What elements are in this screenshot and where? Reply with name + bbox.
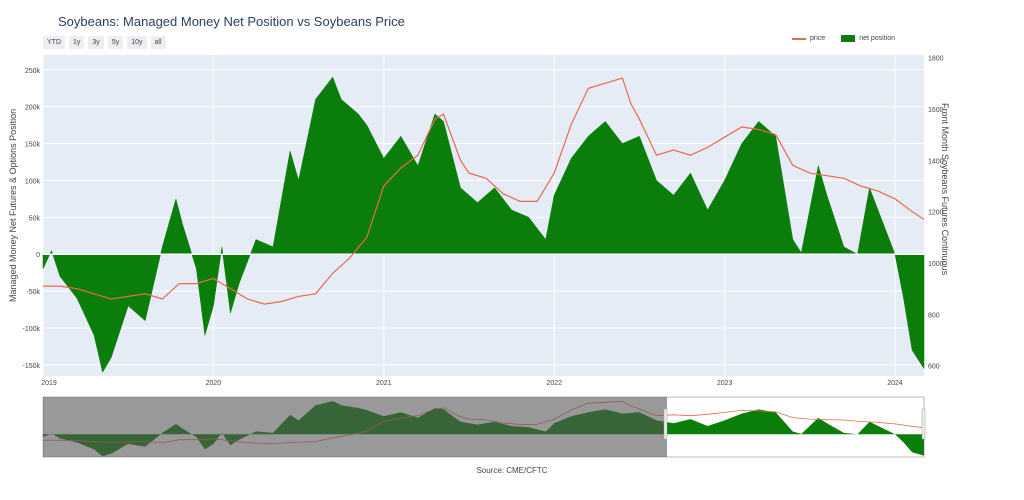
legend-item-price[interactable]: price [792, 35, 825, 42]
x-tick-label: 2020 [206, 380, 222, 387]
range-button-10y[interactable]: 10y [127, 36, 147, 49]
y-right-tick-label: 800 [928, 312, 940, 319]
x-tick-label: 2021 [376, 380, 392, 387]
legend-label-net-position: net position [859, 35, 895, 42]
range-slider-handle-right[interactable] [921, 408, 926, 440]
legend: price net position [792, 35, 895, 42]
x-tick-label: 2024 [887, 380, 903, 387]
range-button-5y[interactable]: 5y [107, 36, 124, 49]
y-left-tick-label: 150k [25, 142, 41, 149]
y-left-tick-label: -150k [22, 363, 40, 370]
range-button-3y[interactable]: 3y [88, 36, 104, 49]
range-button-ytd[interactable]: YTD [43, 36, 65, 49]
x-tick-label: 2022 [546, 380, 562, 387]
legend-area-swatch [841, 35, 856, 42]
net-position-area [42, 76, 925, 373]
y-left-tick-label: 100k [25, 178, 41, 185]
chart-title: Soybeans: Managed Money Net Position vs … [58, 14, 405, 29]
y-left-tick-label: -100k [22, 326, 40, 333]
range-button-1y[interactable]: 1y [69, 36, 85, 49]
y-right-tick-label: 1800 [928, 56, 944, 63]
y-right-tick-label: 1200 [928, 210, 944, 217]
legend-label-price: price [810, 35, 826, 42]
price-line [43, 77, 925, 305]
range-slider-mask [43, 397, 667, 457]
range-slider-handle-left[interactable] [663, 408, 668, 440]
y-left-tick-label: 250k [25, 68, 41, 75]
y-right-tick-label: 1000 [928, 261, 944, 268]
legend-item-net-position[interactable]: net position [841, 35, 895, 42]
legend-line-swatch [792, 37, 806, 40]
range-selector: YTD 1y 3y 5y 10y all [43, 36, 166, 49]
y-left-tick-label: 50k [29, 215, 41, 222]
x-tick-label: 2023 [717, 380, 733, 387]
y-left-tick-label: 0 [36, 252, 40, 259]
x-tick-label: 2019 [41, 380, 57, 387]
y-right-tick-label: 1400 [928, 158, 944, 165]
y-right-tick-label: 1600 [928, 107, 944, 114]
y-left-tick-label: 200k [25, 105, 41, 112]
source-note: Source: CME/CFTC [476, 466, 548, 475]
y-left-tick-label: -50k [26, 289, 40, 296]
y-right-tick-label: 600 [928, 364, 940, 371]
range-button-all[interactable]: all [150, 36, 166, 49]
